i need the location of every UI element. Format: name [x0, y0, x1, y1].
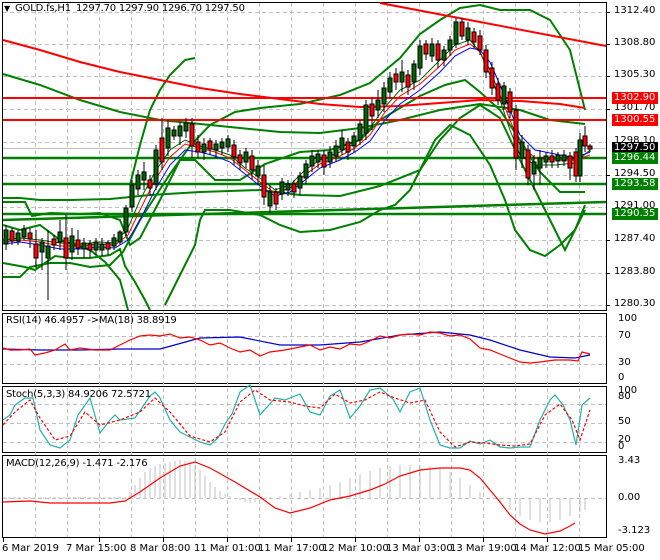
bollinger-lower	[2, 123, 586, 311]
time-tick: 11 Mar 17:00	[258, 543, 325, 554]
chart-symbol: GOLD.fs,H1	[15, 3, 71, 14]
support-level-tag: 1296.44	[612, 152, 658, 164]
price-tick: 1291.00	[614, 200, 656, 211]
price-tick: 1312.40	[614, 5, 656, 16]
price-tick: 1305.30	[614, 69, 656, 80]
price-tick: 1280.30	[614, 298, 656, 309]
price-tick: 1283.80	[614, 266, 656, 277]
stoch-tick: 100	[618, 385, 638, 396]
stoch-tick: 20	[618, 434, 631, 445]
macd-title: MACD(12,26,9) -1.471 -2.176	[6, 458, 148, 469]
axis-ticks	[3, 12, 610, 542]
rsi-tick: 70	[618, 330, 631, 341]
macd-signal-line	[2, 461, 576, 535]
macd-histogram	[3, 460, 586, 522]
stoch-title: Stoch(5,3,3) 84.9206 72.5721	[6, 389, 151, 400]
time-tick: 8 Mar 08:00	[130, 543, 191, 554]
time-tick: 7 Mar 15:00	[66, 543, 127, 554]
time-tick: 14 Mar 12:00	[514, 543, 581, 554]
collapse-arrow-icon[interactable]: ▼	[4, 4, 11, 13]
stoch-lines	[2, 384, 591, 449]
current-price-tag: 1297.50	[612, 142, 658, 154]
support-level-tag: 1290.35	[612, 208, 658, 220]
time-tick: 15 Mar 05:00	[578, 543, 645, 554]
price-tick: 1308.80	[614, 37, 656, 48]
stoch-tick: 80	[618, 391, 631, 402]
price-tick: 1287.40	[614, 233, 656, 244]
chart-ohlc: 1297.70 1297.90 1296.70 1297.50	[76, 3, 245, 14]
support-level-tag: 1293.58	[612, 178, 658, 190]
macd-tick: -3.123	[618, 525, 651, 536]
support-lines	[2, 156, 607, 222]
horizontal-gridlines	[3, 12, 606, 499]
time-tick: 13 Mar 19:00	[450, 543, 517, 554]
pane-frames	[2, 2, 607, 538]
rsi-title: RSI(14) 46.4957 ->MA(18) 38.8919	[6, 315, 177, 326]
price-tick: 1298.10	[614, 135, 656, 146]
rsi-tick: 30	[618, 357, 631, 368]
macd-tick: 3.43	[618, 455, 641, 466]
resistance-level-tag: 1302.90	[612, 92, 658, 104]
resistance-level-tag: 1300.55	[612, 114, 658, 126]
time-tick: 6 Mar 2019	[2, 543, 60, 554]
stoch-tick: 50	[618, 416, 631, 427]
stoch-tick: 0	[618, 441, 625, 452]
rsi-tick: 0	[618, 372, 625, 383]
macd-tick: 0.00	[618, 492, 641, 503]
rsi-tick: 100	[618, 313, 638, 324]
rsi-lines	[2, 331, 591, 364]
candlesticks	[3, 18, 593, 300]
price-tick: 1301.70	[614, 102, 656, 113]
price-tick: 1294.50	[614, 168, 656, 179]
time-tick: 13 Mar 03:00	[386, 543, 453, 554]
time-tick: 12 Mar 10:00	[322, 543, 389, 554]
time-tick: 11 Mar 01:00	[194, 543, 261, 554]
